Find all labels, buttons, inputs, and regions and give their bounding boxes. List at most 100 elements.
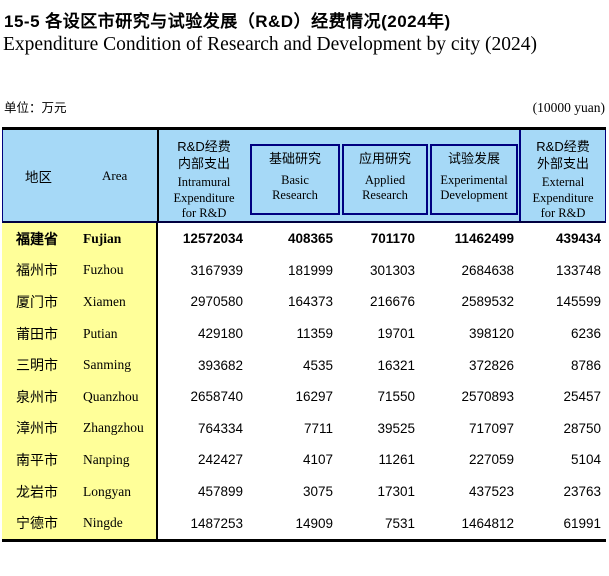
table-row-fujian: 福建省 Fujian 12572034 408365 701170 114624… xyxy=(2,223,606,255)
value-external: 5104 xyxy=(570,452,601,468)
table-bottom-border xyxy=(2,538,606,542)
value-basic: 4535 xyxy=(302,357,333,373)
value-basic: 164373 xyxy=(287,294,333,310)
col-header-intramural: R&D经费 内部支出 Intramural Expenditure for R&… xyxy=(159,130,249,221)
table-body: 福建省 Fujian 12572034 408365 701170 114624… xyxy=(2,223,606,539)
value-applied: 17301 xyxy=(377,484,415,500)
area-name-en: Fujian xyxy=(83,230,122,246)
area-name-en: Putian xyxy=(83,325,118,341)
table-row-nanping: 南平市 Nanping 242427 4107 11261 227059 510… xyxy=(2,444,606,476)
value-experimental: 2570893 xyxy=(461,389,514,405)
value-experimental: 227059 xyxy=(468,452,514,468)
value-intramural: 764334 xyxy=(197,420,243,436)
unit-label-zh: 单位：万元 xyxy=(4,101,67,115)
table-row-ningde: 宁德市 Ningde 1487253 14909 7531 1464812 61… xyxy=(2,507,606,539)
value-applied: 7531 xyxy=(384,515,415,531)
value-experimental: 372826 xyxy=(468,357,514,373)
col-header-basic-zh: 基础研究 xyxy=(268,151,321,166)
value-experimental: 2589532 xyxy=(461,294,514,310)
table-row-fuzhou: 福州市 Fuzhou 3167939 181999 301303 2684638… xyxy=(2,254,606,287)
area-name-zh: 龙岩市 xyxy=(16,483,58,500)
col-header-external: R&D经费 外部支出 External Expenditure for R&D xyxy=(519,130,605,221)
area-name-zh: 漳州市 xyxy=(16,420,58,437)
value-experimental: 11462499 xyxy=(454,231,514,247)
value-applied: 71550 xyxy=(377,389,415,405)
value-intramural: 12572034 xyxy=(182,231,243,247)
table-row-zhangzhou: 漳州市 Zhangzhou 764334 7711 39525 717097 2… xyxy=(2,412,606,445)
col-header-area: 地区 Area xyxy=(3,130,159,221)
col-header-intramural-en: Intramural Expenditure for R&D xyxy=(173,175,235,220)
value-external: 8786 xyxy=(570,357,601,373)
area-name-en: Sanming xyxy=(83,357,132,373)
value-intramural: 2970580 xyxy=(190,294,243,310)
value-external: 133748 xyxy=(555,262,601,278)
value-applied: 19701 xyxy=(377,326,415,342)
table-row-sanming: 三明市 Sanming 393682 4535 16321 372826 878… xyxy=(2,349,606,381)
unit-label-en: (10000 yuan) xyxy=(532,100,605,115)
area-name-zh: 福建省 xyxy=(16,230,58,247)
page-title-zh: 15-5 各设区市研究与试验发展（R&D）经费情况(2024年) xyxy=(4,12,451,31)
value-basic: 7711 xyxy=(303,420,333,436)
value-basic: 181999 xyxy=(287,262,333,278)
table-header: 地区 Area R&D经费 内部支出 Intramural Expenditur… xyxy=(2,130,606,223)
col-header-area-en: Area xyxy=(102,167,128,183)
area-cell: 南平市 Nanping xyxy=(2,444,158,476)
value-external: 25457 xyxy=(563,389,601,405)
value-experimental: 2684638 xyxy=(461,262,514,278)
area-cell: 福建省 Fujian xyxy=(2,223,158,255)
area-cell: 泉州市 Quanzhou xyxy=(2,380,158,413)
value-experimental: 717097 xyxy=(468,420,514,436)
area-name-en: Fuzhou xyxy=(83,262,124,278)
col-header-basic-research: 基础研究 Basic Research xyxy=(250,144,340,215)
value-basic: 11359 xyxy=(296,326,333,342)
area-cell: 福州市 Fuzhou xyxy=(2,254,158,287)
value-external: 145599 xyxy=(555,294,601,310)
value-basic: 408365 xyxy=(287,231,333,247)
col-header-experimental-development: 试验发展 Experimental Development xyxy=(430,144,518,215)
col-header-experimental-en: Experimental Development xyxy=(440,173,508,202)
value-external: 28750 xyxy=(563,420,601,436)
area-name-zh: 南平市 xyxy=(16,451,58,468)
col-header-intramural-zh: R&D经费 内部支出 xyxy=(177,139,231,171)
value-intramural: 429180 xyxy=(197,326,243,342)
value-external: 23763 xyxy=(563,484,601,500)
table-row-xiamen: 厦门市 Xiamen 2970580 164373 216676 2589532… xyxy=(2,286,606,318)
value-experimental: 398120 xyxy=(468,326,514,342)
value-intramural: 3167939 xyxy=(190,262,243,278)
area-name-zh: 莆田市 xyxy=(16,325,58,342)
area-name-zh: 泉州市 xyxy=(16,388,58,405)
area-cell: 三明市 Sanming xyxy=(2,349,158,381)
area-name-en: Nanping xyxy=(83,451,130,467)
area-name-en: Xiamen xyxy=(83,293,126,309)
value-applied: 11261 xyxy=(378,452,415,468)
area-name-zh: 宁德市 xyxy=(16,515,58,532)
area-cell: 莆田市 Putian xyxy=(2,317,158,350)
col-header-basic-en: Basic Research xyxy=(272,173,318,202)
value-applied: 39525 xyxy=(377,420,415,436)
rd-expenditure-table: 地区 Area R&D经费 内部支出 Intramural Expenditur… xyxy=(2,127,606,542)
value-external: 6236 xyxy=(570,326,601,342)
area-name-zh: 三明市 xyxy=(16,357,58,374)
table-row-putian: 莆田市 Putian 429180 11359 19701 398120 623… xyxy=(2,317,606,350)
area-cell: 宁德市 Ningde xyxy=(2,507,158,539)
col-header-external-zh: R&D经费 外部支出 xyxy=(536,139,590,171)
area-name-en: Longyan xyxy=(83,483,131,499)
value-experimental: 1464812 xyxy=(461,515,514,531)
value-intramural: 242427 xyxy=(197,452,243,468)
table-row-longyan: 龙岩市 Longyan 457899 3075 17301 437523 237… xyxy=(2,475,606,508)
value-intramural: 1487253 xyxy=(190,515,243,531)
col-header-experimental-zh: 试验发展 xyxy=(447,151,500,166)
value-external: 61991 xyxy=(563,515,601,531)
col-header-area-zh: 地区 xyxy=(25,169,52,185)
unit-row: 单位：万元 (10000 yuan) xyxy=(4,97,605,116)
col-header-external-en: External Expenditure for R&D xyxy=(532,175,594,220)
area-name-zh: 厦门市 xyxy=(16,293,58,310)
value-basic: 4107 xyxy=(302,452,333,468)
value-basic: 14909 xyxy=(295,515,333,531)
area-cell: 厦门市 Xiamen xyxy=(2,286,158,318)
col-header-applied-research: 应用研究 Applied Research xyxy=(342,144,428,215)
value-basic: 3075 xyxy=(302,484,333,500)
value-basic: 16297 xyxy=(295,389,333,405)
area-name-en: Ningde xyxy=(83,515,123,531)
